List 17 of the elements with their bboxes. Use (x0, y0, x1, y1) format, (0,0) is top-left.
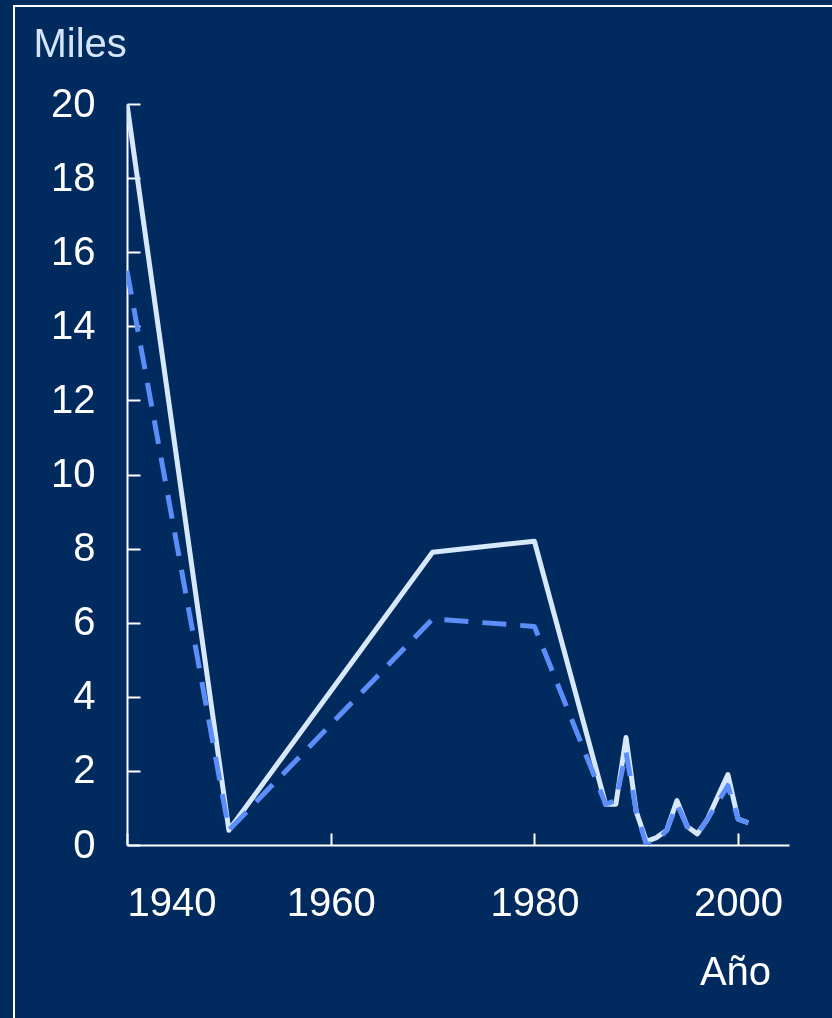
y-tick-label: 0 (73, 821, 96, 866)
y-tick-label: 16 (51, 228, 96, 273)
x-tick-label: 1980 (490, 879, 580, 924)
y-tick-label: 18 (51, 154, 96, 199)
y-tick-label: 10 (51, 451, 96, 495)
y-tick-label: 4 (73, 673, 96, 718)
x-tick-label: 2000 (694, 879, 784, 924)
y-tick-label: 14 (51, 302, 96, 347)
y-tick-label: 2 (73, 747, 96, 792)
x-tick-label: 1960 (286, 879, 376, 924)
y-tick-label: 20 (51, 80, 96, 125)
x-tick-label: 1940 (127, 879, 217, 924)
x-axis-title: Año (699, 948, 772, 993)
y-tick-label: 12 (51, 376, 96, 421)
y-tick-label: 6 (73, 599, 96, 644)
y-tick-label: 8 (73, 525, 96, 570)
y-axis-title: Miles (33, 20, 127, 65)
